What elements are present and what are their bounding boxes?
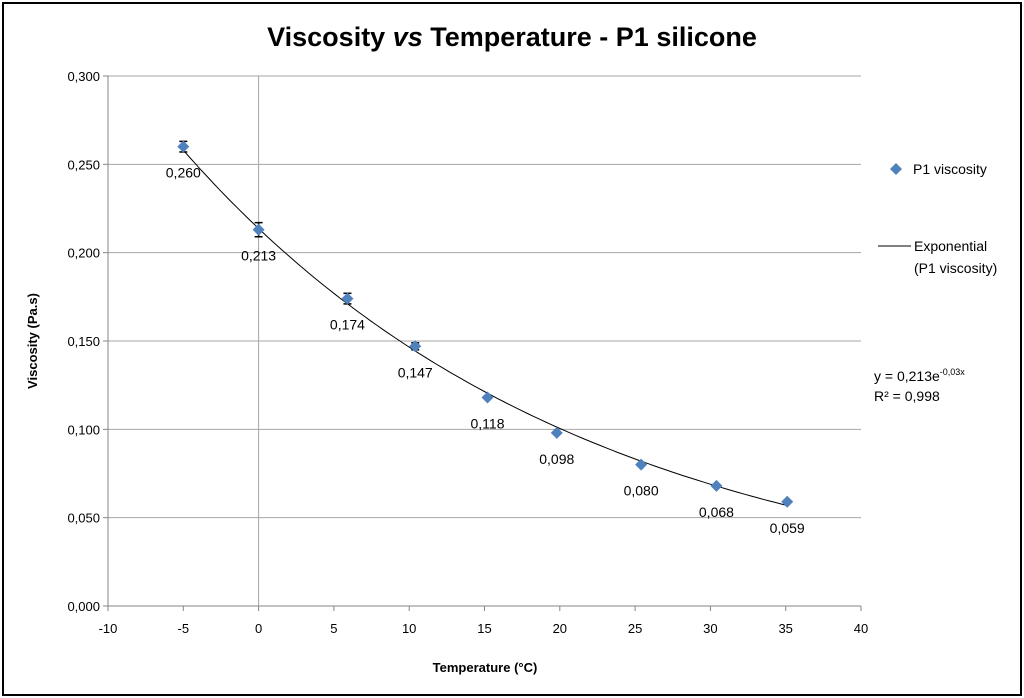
data-point <box>252 223 265 236</box>
data-point <box>635 458 648 471</box>
y-tick-label: 0,150 <box>67 334 100 349</box>
trendline-r2: R² = 0,998 <box>874 388 940 404</box>
x-tick-label: 0 <box>255 621 262 636</box>
data-label: 0,059 <box>770 520 805 536</box>
y-tick-label: 0,200 <box>67 246 100 261</box>
data-label: 0,068 <box>699 504 734 520</box>
data-label: 0,260 <box>166 165 201 181</box>
data-point <box>550 426 563 439</box>
x-tick-label: 30 <box>703 621 717 636</box>
data-label: 0,147 <box>398 364 433 380</box>
data-point <box>177 140 190 153</box>
x-tick-label: 35 <box>778 621 792 636</box>
x-tick-label: 15 <box>477 621 491 636</box>
chart-title: Viscosity vs Temperature - P1 silicone <box>267 22 757 52</box>
x-tick-label: -10 <box>99 621 118 636</box>
legend-marker-diamond <box>890 163 902 175</box>
data-label: 0,118 <box>471 416 505 432</box>
data-label: 0,080 <box>624 483 659 499</box>
data-point <box>710 479 723 492</box>
y-tick-label: 0,050 <box>67 511 100 526</box>
y-axis-label: Viscosity (Pa.s) <box>25 293 40 389</box>
data-point <box>481 391 494 404</box>
legend: P1 viscosity Exponential (P1 viscosity) <box>878 161 997 276</box>
data-point <box>409 340 422 353</box>
x-tick-label: 40 <box>854 621 868 636</box>
y-tick-label: 0,000 <box>67 599 100 614</box>
data-point <box>781 495 794 508</box>
data-label: 0,213 <box>241 248 276 264</box>
trendline-equation: y = 0,213e-0,03x <box>874 367 965 384</box>
x-tick-label: 20 <box>553 621 567 636</box>
x-tick-label: -5 <box>178 621 190 636</box>
x-tick-label: 25 <box>628 621 642 636</box>
y-tick-label: 0,300 <box>67 69 100 84</box>
data-label: 0,174 <box>330 317 365 333</box>
x-axis-label: Temperature (°C) <box>433 660 538 675</box>
data-label: 0,098 <box>539 451 574 467</box>
x-tick-label: 10 <box>402 621 416 636</box>
legend-entry-series: P1 viscosity <box>913 161 987 177</box>
legend-entry-trendline-2: (P1 viscosity) <box>914 260 997 276</box>
y-tick-label: 0,100 <box>67 422 100 437</box>
y-tick-label: 0,250 <box>67 157 100 172</box>
trendline-curve <box>182 149 788 506</box>
legend-entry-trendline-1: Exponential <box>914 238 987 254</box>
data-point <box>341 292 354 305</box>
x-tick-label: 5 <box>330 621 337 636</box>
